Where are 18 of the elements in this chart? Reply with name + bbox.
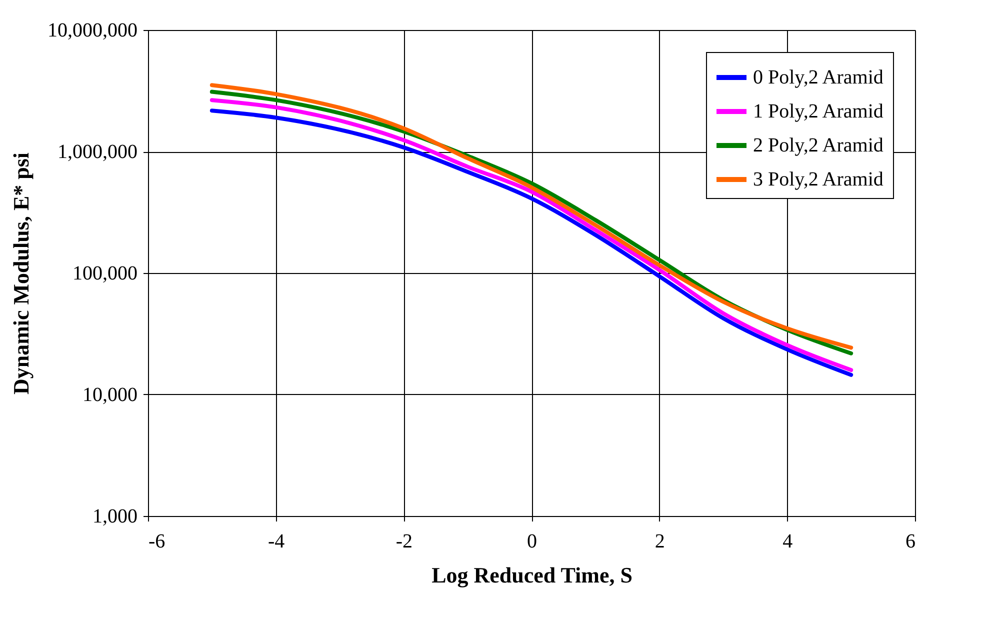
x-tick-label: 2 [654,530,665,552]
legend-label: 0 Poly,2 Aramid [753,66,884,88]
y-tick-label: 10,000,000 [48,20,138,42]
y-tick-label: 1,000 [92,506,138,528]
x-tick-label: 4 [782,530,793,552]
y-tick-label: 100,000 [72,262,138,284]
legend-label: 1 Poly,2 Aramid [753,100,884,122]
legend-label: 2 Poly,2 Aramid [753,134,884,156]
x-axis-title: Log Reduced Time, S [432,562,632,588]
x-tick-label: -4 [268,530,285,552]
legend-label: 3 Poly,2 Aramid [753,168,884,190]
x-tick-label: 6 [906,530,916,552]
y-tick-label: 1,000,000 [58,141,138,163]
x-tick-label: -6 [148,530,166,552]
y-axis-title: Dynamic Modulus, E* psi [8,152,34,395]
x-tick-label: 0 [527,530,537,552]
y-tick-label: 10,000 [82,384,138,406]
x-tick-label: -2 [396,530,413,552]
